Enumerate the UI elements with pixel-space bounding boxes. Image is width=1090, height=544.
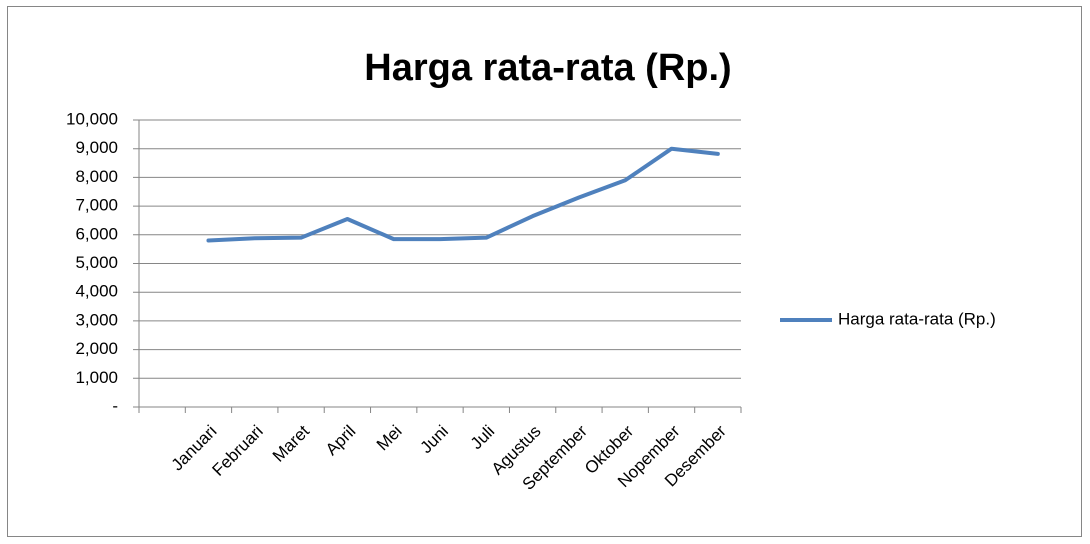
chart-title: Harga rata-rata (Rp.) (364, 47, 731, 89)
y-tick-label: 6,000 (75, 224, 118, 243)
y-tick-label: 8,000 (75, 167, 118, 186)
y-tick-label: 3,000 (75, 310, 118, 329)
series-line (206, 146, 720, 243)
y-tick-label: 5,000 (75, 253, 118, 272)
legend-label: Harga rata-rata (Rp.) (838, 309, 996, 328)
y-tick-label: 10,000 (66, 109, 118, 128)
chart-border (7, 6, 1082, 537)
y-tick-label: 1,000 (75, 368, 118, 387)
y-tick-label: - (112, 396, 118, 415)
y-tick-label: 9,000 (75, 138, 118, 157)
y-tick-label: 7,000 (75, 196, 118, 215)
y-tick-label: 2,000 (75, 339, 118, 358)
y-tick-label: 4,000 (75, 282, 118, 301)
